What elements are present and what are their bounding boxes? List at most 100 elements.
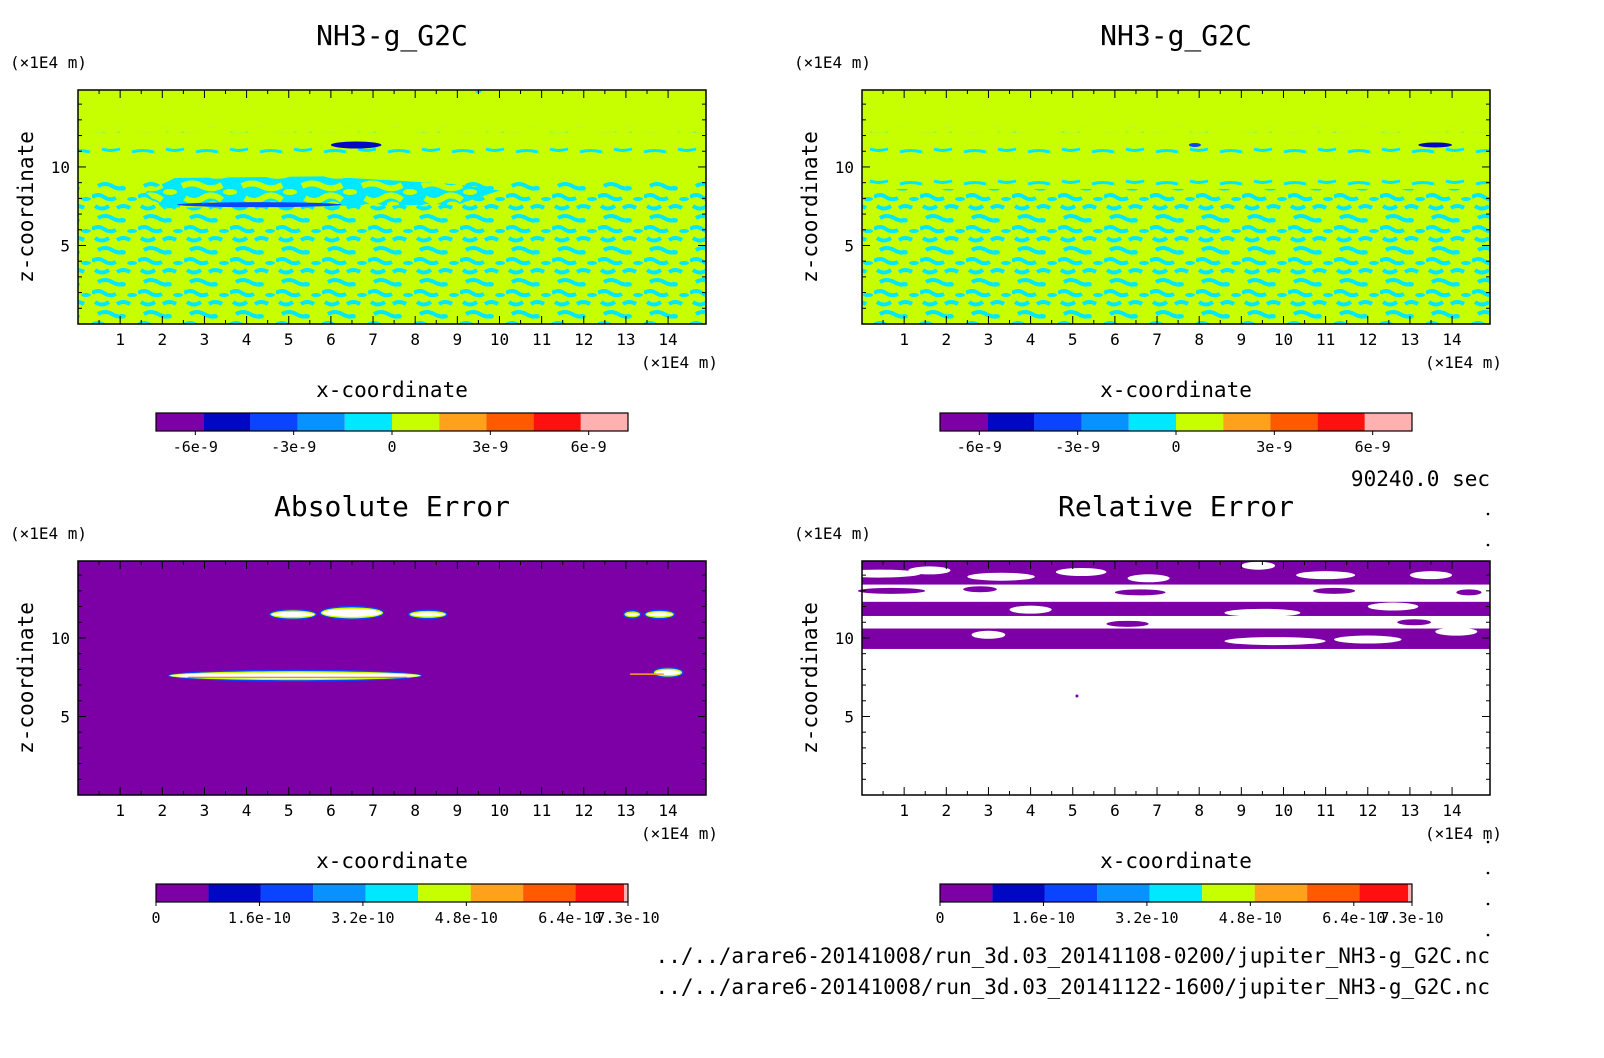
colorbar-swatch <box>260 884 314 902</box>
file-path-label: ../../arare6-20141008/run_3d.03_20141122… <box>656 975 1490 999</box>
x-tick-label: 9 <box>453 330 463 349</box>
colorbar-tick-label: 0 <box>1171 438 1180 456</box>
colorbar-swatch <box>940 884 993 902</box>
x-tick-label: 5 <box>1068 330 1078 349</box>
colorbar-swatch <box>1128 413 1176 431</box>
field-cyan-region <box>145 176 500 208</box>
field-white-patch <box>836 569 922 578</box>
field-mid-stripe <box>78 146 706 155</box>
y-axis-label: z-coordinate <box>798 131 822 283</box>
colorbar-swatch <box>1359 884 1412 902</box>
colorbar-tick-label: 4.8e-10 <box>435 909 498 927</box>
field-blue-streak <box>177 202 342 208</box>
colorbar-tick-label: 3e-9 <box>1256 438 1292 456</box>
x-tick-label: 12 <box>1358 801 1377 820</box>
field-background <box>862 561 1490 795</box>
colorbar-swatch <box>533 413 581 431</box>
field-purple-patch <box>1312 587 1356 594</box>
field-white-patch <box>1367 602 1419 611</box>
chart-panel-2: NH3-g_G2C(×1E4 m)1 2 3 4 5 6 7 8 9 10 11 12 13 14(×1E… <box>794 19 1502 456</box>
x-tick-label: 14 <box>1442 330 1461 349</box>
colorbar: 0 1.6e-10 3.2e-10 4.8e-10 6.4e-107.3e-10 <box>151 883 660 927</box>
colorbar-swatch <box>987 413 1035 431</box>
colorbar-tick-label: 0 <box>935 909 944 927</box>
x-tick-label: 8 <box>1194 330 1204 349</box>
x-tick-label: 12 <box>1358 330 1377 349</box>
x-tick-label: 7 <box>1152 330 1162 349</box>
x-tick-label: 9 <box>1237 801 1247 820</box>
x-tick-label: 7 <box>368 801 378 820</box>
y-tick-label: 5 <box>60 707 70 726</box>
colorbar-swatch <box>1044 884 1098 902</box>
field-white-patch <box>1224 608 1301 617</box>
x-tick-label: 12 <box>574 801 593 820</box>
x-tick-label: 11 <box>1316 330 1335 349</box>
colorbar-swatch <box>940 413 988 431</box>
y-unit-label: (×1E4 m) <box>794 524 871 543</box>
field-white-patch <box>908 566 951 575</box>
field-white-patch <box>1224 637 1326 646</box>
y-tick-label: 5 <box>844 707 854 726</box>
colorbar: -6e-9 -3e-9 0 3e-9 6e-9 <box>155 412 629 456</box>
colorbar-frame <box>155 883 629 903</box>
colorbar-tick-label: 3.2e-10 <box>331 909 394 927</box>
x-tick-label: 13 <box>1400 330 1419 349</box>
error-blob <box>322 608 382 617</box>
x-tick-label: 10 <box>490 801 509 820</box>
colorbar-tick-label: 6e-9 <box>571 438 607 456</box>
x-tick-label: 11 <box>532 801 551 820</box>
colorbar-swatch <box>580 413 628 431</box>
y-tick-label: 10 <box>835 158 854 177</box>
colorbar-swatch <box>1034 413 1082 431</box>
colorbar-swatch <box>392 413 440 431</box>
field-white-patch <box>1241 561 1276 570</box>
x-tick-label: 1 <box>899 330 909 349</box>
x-tick-label: 2 <box>157 801 167 820</box>
colorbar-swatch <box>1408 884 1412 902</box>
colorbar-tick-label: -6e-9 <box>957 438 1002 456</box>
chart-title: NH3-g_G2C <box>316 19 468 53</box>
field-white-patch <box>1334 635 1402 644</box>
plot-frame <box>77 560 707 796</box>
edge-dot <box>1486 840 1490 844</box>
field-blue-spot <box>1418 142 1453 148</box>
colorbar-tick-label: 6.4e-10 <box>1322 909 1385 927</box>
field-mid-stripe <box>862 146 1490 155</box>
x-tick-label: 11 <box>532 330 551 349</box>
x-tick-label: 3 <box>984 330 994 349</box>
field-purple-patch <box>1456 589 1482 596</box>
colorbar-swatch <box>1223 413 1271 431</box>
x-tick-label: 8 <box>410 330 420 349</box>
field-white-patch <box>1055 567 1107 576</box>
chart-title: NH3-g_G2C <box>1100 19 1252 53</box>
y-axis-label: z-coordinate <box>14 602 38 754</box>
colorbar-swatch <box>297 413 345 431</box>
chart-title: Relative Error <box>1058 490 1294 523</box>
x-tick-label: 8 <box>1194 801 1204 820</box>
x-tick-label: 4 <box>1026 330 1036 349</box>
x-tick-label: 4 <box>242 330 252 349</box>
error-blob <box>170 672 420 679</box>
colorbar-swatch <box>365 884 419 902</box>
field-lower-stripe <box>862 174 1490 189</box>
x-tick-label: 11 <box>1316 801 1335 820</box>
colorbar-swatch <box>1149 884 1203 902</box>
x-tick-label: 5 <box>1068 801 1078 820</box>
file-path-label: ../../arare6-20141008/run_3d.03_20141108… <box>656 944 1490 968</box>
x-tick-label: 9 <box>1237 330 1247 349</box>
colorbar-tick-label: 7.3e-10 <box>1380 909 1443 927</box>
colorbar-swatch <box>1364 413 1412 431</box>
field-purple-band <box>862 561 1490 585</box>
plot-frame <box>861 560 1491 796</box>
y-tick-label: 5 <box>60 236 70 255</box>
field-purple-patch <box>1114 589 1166 596</box>
colorbar-swatch <box>575 884 628 902</box>
field-white-patch <box>1409 571 1453 580</box>
colorbar-swatch <box>203 413 251 431</box>
colorbar-tick-label: 3e-9 <box>472 438 508 456</box>
x-axis-label: x-coordinate <box>316 378 468 402</box>
x-tick-label: 10 <box>1274 801 1293 820</box>
x-tick-label: 4 <box>242 801 252 820</box>
x-tick-label: 13 <box>616 330 635 349</box>
